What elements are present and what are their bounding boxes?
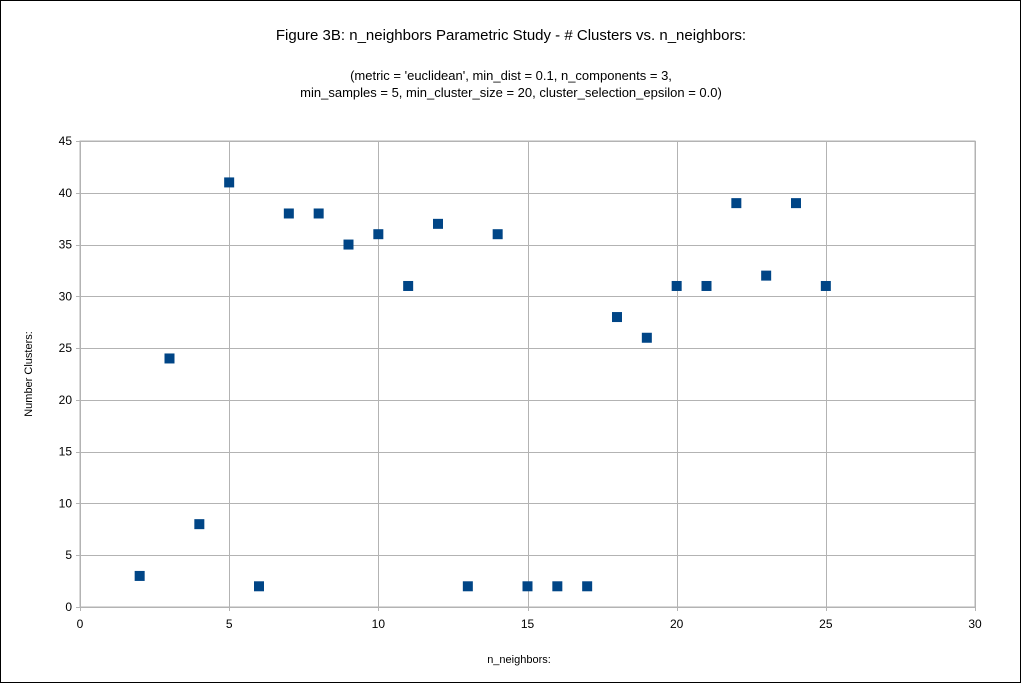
x-axis-label: n_neighbors: — [487, 654, 551, 666]
plot-area — [79, 140, 976, 608]
data-point — [403, 280, 414, 291]
data-point — [582, 581, 593, 592]
y-tick-label: 20 — [59, 393, 73, 407]
data-point — [492, 229, 503, 240]
data-point — [701, 280, 712, 291]
chart-subtitle-line-1: (metric = 'euclidean', min_dist = 0.1, n… — [350, 68, 672, 83]
data-point — [134, 570, 145, 581]
chart-subtitle-line-2: min_samples = 5, min_cluster_size = 20, … — [300, 85, 722, 100]
data-point — [433, 218, 443, 229]
y-axis-label: Number Clusters: — [23, 331, 35, 417]
data-point — [462, 581, 473, 592]
y-tick-label: 35 — [59, 238, 73, 252]
x-tick-label: 0 — [77, 617, 84, 631]
data-point — [820, 280, 831, 291]
x-tick-label: 5 — [226, 617, 233, 631]
data-point — [761, 270, 772, 281]
data-point — [373, 229, 384, 240]
y-tick-label: 25 — [59, 341, 73, 355]
data-point — [194, 519, 205, 530]
y-tick-label: 5 — [65, 548, 72, 562]
y-tick-label: 40 — [59, 186, 73, 200]
data-points — [134, 177, 831, 592]
data-point — [552, 581, 563, 592]
data-point — [731, 198, 742, 209]
y-tick-label: 15 — [59, 445, 73, 459]
data-point — [641, 332, 652, 343]
data-point — [313, 208, 324, 219]
x-tick-label: 30 — [968, 617, 982, 631]
data-point — [791, 198, 801, 209]
data-point — [164, 353, 175, 364]
data-point — [224, 177, 235, 188]
y-tick-label: 10 — [59, 496, 73, 510]
axis-ticks: 0 5 10 15 20 25 30 0 5 10 15 20 25 30 35 40 45 — [59, 134, 982, 631]
x-tick-label: 10 — [372, 617, 386, 631]
grid — [80, 141, 976, 608]
data-point — [522, 581, 533, 592]
y-tick-label: 45 — [59, 134, 73, 148]
x-tick-label: 25 — [819, 617, 833, 631]
y-tick-label: 0 — [65, 600, 72, 614]
data-point — [254, 581, 264, 592]
data-point — [671, 280, 682, 291]
y-tick-label: 30 — [59, 289, 73, 303]
data-point — [343, 239, 354, 250]
data-point — [612, 312, 622, 323]
x-tick-label: 20 — [670, 617, 684, 631]
chart-title: Figure 3B: n_neighbors Parametric Study … — [276, 27, 746, 44]
data-point — [283, 208, 294, 219]
x-tick-label: 15 — [521, 617, 535, 631]
